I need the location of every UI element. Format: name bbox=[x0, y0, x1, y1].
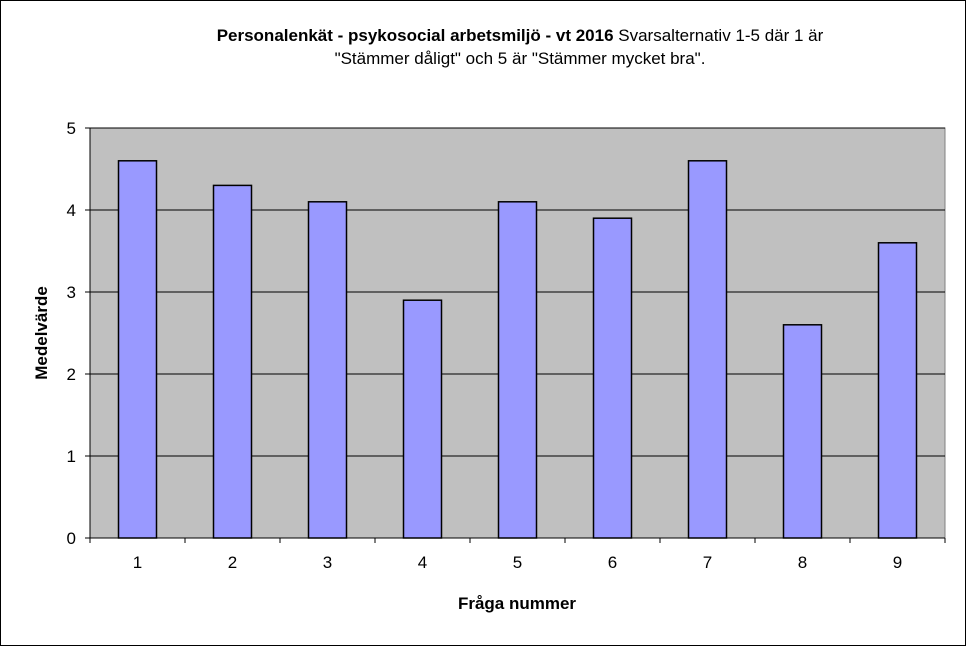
bar-1 bbox=[117, 160, 158, 539]
bar-2 bbox=[212, 184, 253, 539]
y-tick-label: 2 bbox=[67, 365, 76, 384]
y-axis-label: Medelvärde bbox=[32, 286, 51, 380]
y-tick-label: 0 bbox=[67, 529, 76, 548]
y-tick-label: 1 bbox=[67, 447, 76, 466]
chart-title-bold: Personalenkät - psykosocial arbetsmiljö … bbox=[216, 26, 614, 45]
x-tick-label: 8 bbox=[798, 553, 807, 572]
x-tick-label: 4 bbox=[418, 553, 427, 572]
bar-7 bbox=[687, 160, 728, 539]
y-tick-label: 4 bbox=[67, 201, 76, 220]
x-axis-label: Fråga nummer bbox=[458, 594, 576, 613]
bar-8 bbox=[782, 324, 823, 539]
chart-title: Personalenkät - psykosocial arbetsmiljö … bbox=[90, 24, 950, 70]
x-tick-label: 3 bbox=[323, 553, 332, 572]
chart-title-rest: Svarsalternativ 1-5 där 1 är bbox=[613, 26, 824, 45]
y-tick-label: 5 bbox=[67, 119, 76, 138]
x-tick-label: 9 bbox=[893, 553, 902, 572]
bar-4 bbox=[402, 299, 443, 539]
x-tick-label: 7 bbox=[703, 553, 712, 572]
x-tick-label: 6 bbox=[608, 553, 617, 572]
bar-9 bbox=[877, 242, 918, 539]
x-tick-label: 2 bbox=[228, 553, 237, 572]
x-tick-label: 5 bbox=[513, 553, 522, 572]
bar-5 bbox=[497, 201, 538, 539]
bar-3 bbox=[307, 201, 348, 539]
y-tick-label: 3 bbox=[67, 283, 76, 302]
chart-title-line2: "Stämmer dåligt" och 5 är "Stämmer mycke… bbox=[334, 49, 706, 68]
x-tick-label: 1 bbox=[133, 553, 142, 572]
bar-6 bbox=[592, 217, 633, 539]
